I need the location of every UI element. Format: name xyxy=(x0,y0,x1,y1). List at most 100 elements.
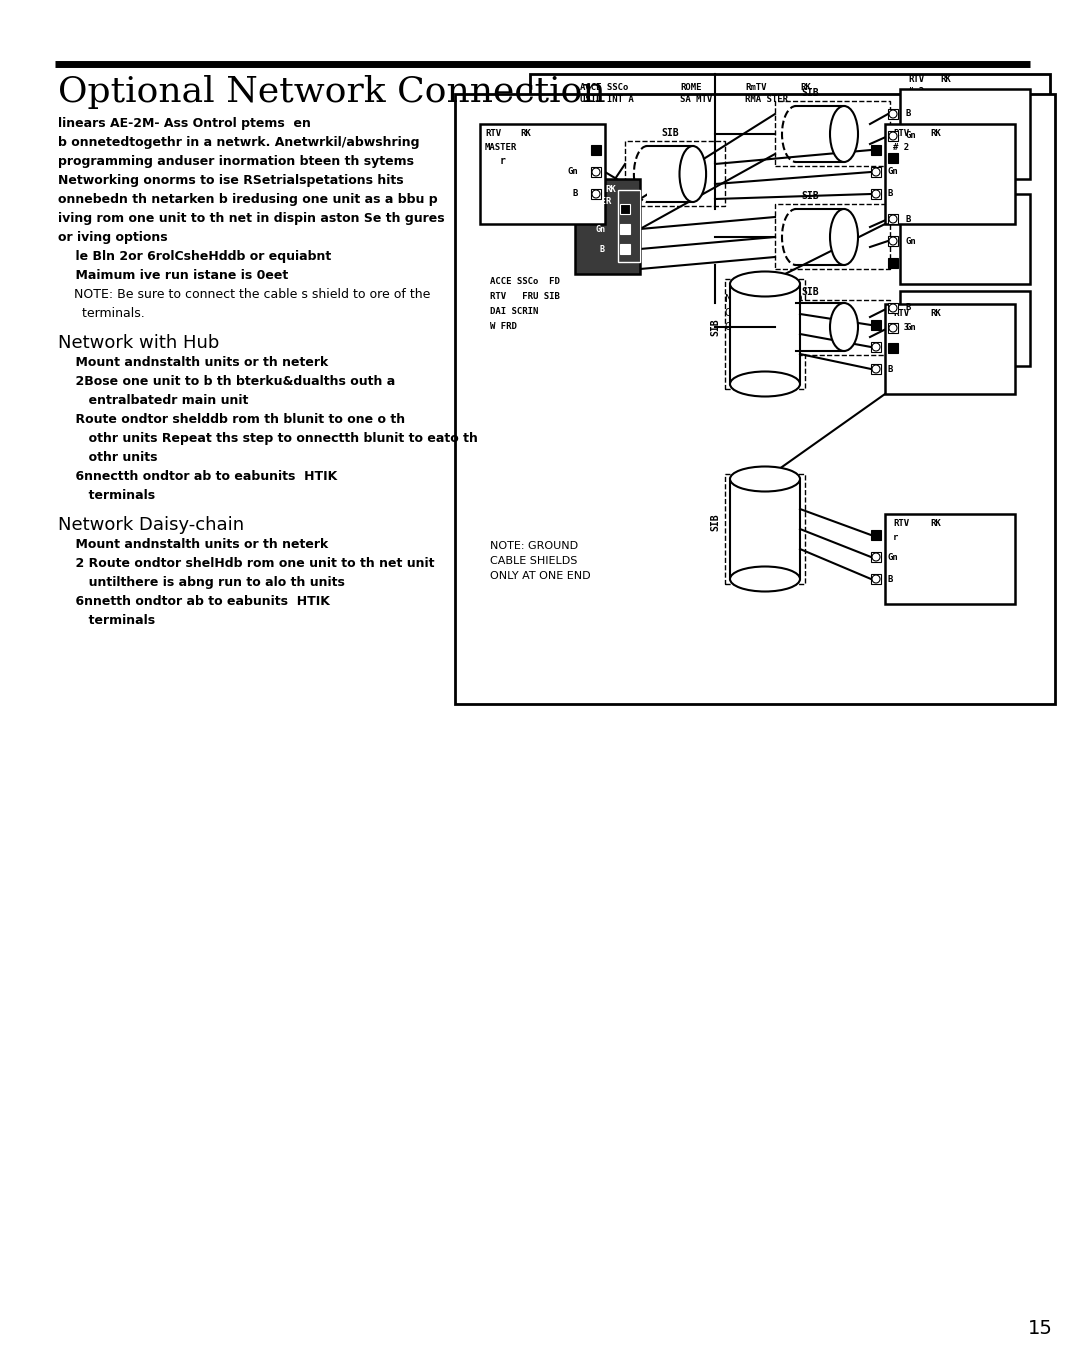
Text: Gn: Gn xyxy=(905,131,916,140)
Text: Gn: Gn xyxy=(888,342,899,352)
Text: Optional Network Connection: Optional Network Connection xyxy=(58,75,606,109)
Circle shape xyxy=(872,366,880,372)
Text: RK: RK xyxy=(930,520,941,528)
Text: # 2: # 2 xyxy=(893,142,909,151)
Text: le Bln 2or 6rolCsheHddb or equiabnt: le Bln 2or 6rolCsheHddb or equiabnt xyxy=(58,250,332,263)
Circle shape xyxy=(872,190,880,198)
Bar xyxy=(870,531,881,540)
Text: Gn: Gn xyxy=(905,323,916,333)
Text: RTV: RTV xyxy=(908,180,924,188)
Text: othr units Repeat ths step to onnectth blunit to eato th: othr units Repeat ths step to onnectth b… xyxy=(58,432,477,445)
Text: Network with Hub: Network with Hub xyxy=(58,334,219,352)
Bar xyxy=(870,145,881,155)
Text: 15: 15 xyxy=(1027,1319,1052,1338)
Text: RMA STER: RMA STER xyxy=(745,95,788,105)
Text: terminals: terminals xyxy=(58,490,156,502)
Text: 2 Route ondtor shelHdb rom one unit to th net unit: 2 Route ondtor shelHdb rom one unit to t… xyxy=(58,557,434,570)
Ellipse shape xyxy=(782,303,810,351)
Ellipse shape xyxy=(831,303,858,351)
Bar xyxy=(775,205,890,269)
Ellipse shape xyxy=(679,146,706,202)
Bar xyxy=(885,124,1015,224)
Text: B: B xyxy=(888,190,893,199)
Text: SIB: SIB xyxy=(801,191,819,201)
Bar xyxy=(870,364,881,374)
Bar xyxy=(647,146,692,202)
Text: Mount andnstalth units or th neterk: Mount andnstalth units or th neterk xyxy=(58,356,328,370)
Text: Mount andnstalth units or th neterk: Mount andnstalth units or th neterk xyxy=(58,537,328,551)
Text: r: r xyxy=(893,532,899,542)
Circle shape xyxy=(889,325,897,331)
Bar xyxy=(900,291,1030,366)
Text: ACCE SSCo  FD: ACCE SSCo FD xyxy=(490,277,559,286)
Text: SIB: SIB xyxy=(710,318,720,336)
Circle shape xyxy=(592,190,600,198)
Text: B: B xyxy=(888,364,893,374)
Text: RTV: RTV xyxy=(893,520,909,528)
Text: 2Bose one unit to b th bterku&dualths outh a: 2Bose one unit to b th bterku&dualths ou… xyxy=(58,375,395,387)
Bar xyxy=(575,179,640,274)
Bar xyxy=(888,258,897,267)
Bar xyxy=(870,190,881,199)
Ellipse shape xyxy=(730,566,800,592)
Circle shape xyxy=(872,168,880,176)
Text: SIB: SIB xyxy=(710,513,720,531)
Ellipse shape xyxy=(782,209,810,265)
Bar xyxy=(618,190,640,262)
Text: ONLY AT ONE END: ONLY AT ONE END xyxy=(490,572,591,581)
Text: Maimum ive run istane is 0eet: Maimum ive run istane is 0eet xyxy=(58,269,288,282)
Bar xyxy=(888,236,897,246)
Bar xyxy=(480,124,605,224)
Text: RTV: RTV xyxy=(908,277,924,285)
Text: B: B xyxy=(572,190,578,199)
Text: Gn: Gn xyxy=(888,552,899,562)
Bar xyxy=(888,131,897,140)
Bar xyxy=(775,300,890,355)
Text: B: B xyxy=(905,109,910,119)
Text: NOTE: GROUND: NOTE: GROUND xyxy=(490,542,578,551)
Bar xyxy=(725,475,805,584)
Bar xyxy=(455,94,1055,704)
Text: RK: RK xyxy=(940,277,950,285)
Circle shape xyxy=(889,154,897,162)
Text: SIB: SIB xyxy=(661,128,679,138)
Text: RTV: RTV xyxy=(580,184,596,194)
Bar xyxy=(888,323,897,333)
Text: B: B xyxy=(905,214,910,224)
Text: iving rom one unit to th net in dispin aston Se th gures: iving rom one unit to th net in dispin a… xyxy=(58,211,445,225)
Text: NOTE: Be sure to connect the cable s shield to ore of the: NOTE: Be sure to connect the cable s shi… xyxy=(58,288,430,301)
Circle shape xyxy=(621,225,629,233)
Ellipse shape xyxy=(831,209,858,265)
Text: B: B xyxy=(888,574,893,584)
Text: Gn: Gn xyxy=(567,168,578,176)
Bar xyxy=(870,552,881,562)
Bar xyxy=(888,342,897,353)
Text: r: r xyxy=(590,211,596,222)
Circle shape xyxy=(872,146,880,154)
Text: terminals: terminals xyxy=(58,614,156,627)
Circle shape xyxy=(889,304,897,312)
Circle shape xyxy=(889,259,897,267)
Bar xyxy=(900,89,1030,179)
Text: Gn: Gn xyxy=(905,236,916,246)
Bar xyxy=(796,303,843,351)
Text: CABLE SHIELDS: CABLE SHIELDS xyxy=(725,308,801,318)
Text: ROME: ROME xyxy=(680,83,702,93)
Bar xyxy=(730,479,800,578)
Circle shape xyxy=(621,246,629,252)
Text: USID INT A: USID INT A xyxy=(580,95,634,105)
Ellipse shape xyxy=(730,466,800,491)
Text: RK: RK xyxy=(940,75,950,83)
Circle shape xyxy=(592,146,600,154)
Text: 6nnetth ondtor ab to eabunits  HTIK: 6nnetth ondtor ab to eabunits HTIK xyxy=(58,595,329,608)
Bar xyxy=(870,321,881,330)
Text: Gn: Gn xyxy=(595,225,605,233)
Bar xyxy=(888,214,897,224)
Bar xyxy=(885,304,1015,394)
Circle shape xyxy=(872,552,880,561)
Text: RTV: RTV xyxy=(908,75,924,83)
Text: RK: RK xyxy=(605,184,616,194)
Text: b onnetedtogethr in a netwrk. Anetwrkil/abwshring: b onnetedtogethr in a netwrk. Anetwrkil/… xyxy=(58,136,419,149)
Bar xyxy=(620,205,630,214)
Text: RTV: RTV xyxy=(893,310,909,319)
